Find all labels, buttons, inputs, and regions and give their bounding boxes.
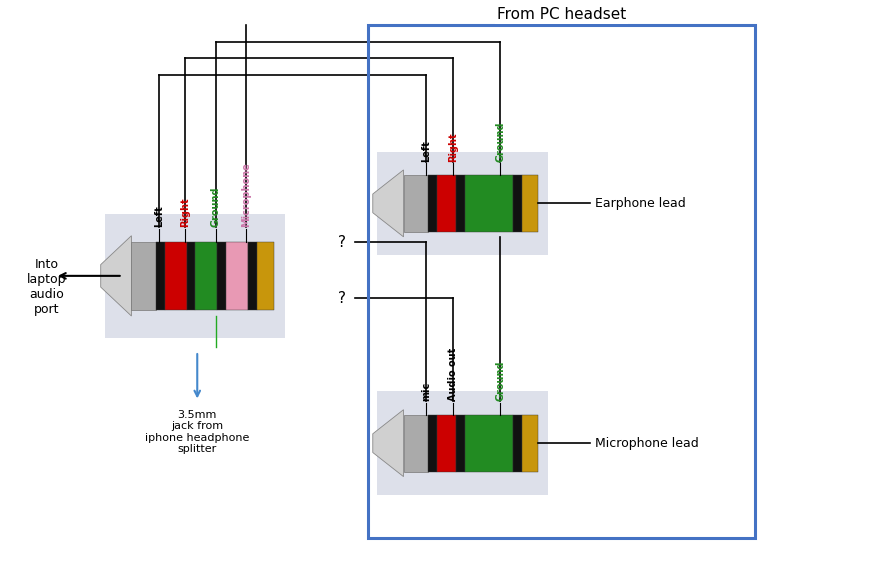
Bar bbox=[196, 242, 217, 310]
Bar bbox=[522, 415, 538, 471]
Text: Right: Right bbox=[180, 198, 190, 227]
Bar bbox=[165, 242, 187, 310]
Bar bbox=[369, 25, 755, 538]
Text: From PC headset: From PC headset bbox=[497, 7, 626, 22]
Bar bbox=[456, 175, 465, 232]
Bar bbox=[226, 242, 248, 310]
Bar bbox=[465, 415, 513, 471]
Bar bbox=[403, 415, 428, 471]
Bar bbox=[257, 242, 275, 310]
Polygon shape bbox=[101, 236, 131, 316]
Text: Into
laptop
audio
port: Into laptop audio port bbox=[27, 258, 66, 316]
Text: Right: Right bbox=[447, 132, 458, 161]
Bar bbox=[437, 415, 456, 471]
Bar bbox=[131, 242, 156, 310]
Bar bbox=[187, 242, 196, 310]
Bar bbox=[156, 242, 165, 310]
Bar bbox=[377, 391, 548, 495]
Bar bbox=[428, 415, 437, 471]
Bar bbox=[248, 242, 257, 310]
Bar bbox=[105, 214, 285, 338]
Text: 3.5mm
jack from
iphone headphone
splitter: 3.5mm jack from iphone headphone splitte… bbox=[145, 410, 250, 454]
Bar bbox=[437, 175, 456, 232]
Text: Left: Left bbox=[422, 140, 431, 161]
Text: Ground: Ground bbox=[495, 361, 505, 401]
Bar bbox=[428, 175, 437, 232]
Bar bbox=[403, 175, 428, 232]
Text: Left: Left bbox=[153, 206, 164, 227]
Polygon shape bbox=[373, 410, 403, 477]
Bar bbox=[522, 175, 538, 232]
Bar bbox=[456, 415, 465, 471]
Bar bbox=[377, 152, 548, 255]
Text: ?: ? bbox=[338, 291, 346, 306]
Text: ?: ? bbox=[338, 235, 346, 250]
Text: Audio out: Audio out bbox=[447, 348, 458, 401]
Bar bbox=[465, 175, 513, 232]
Text: Ground: Ground bbox=[211, 187, 221, 227]
Bar bbox=[513, 415, 522, 471]
Text: Microphone lead: Microphone lead bbox=[595, 437, 698, 450]
Bar bbox=[513, 175, 522, 232]
Text: mic: mic bbox=[422, 382, 431, 401]
Polygon shape bbox=[373, 170, 403, 237]
Text: Microphone: Microphone bbox=[241, 162, 252, 227]
Text: Ground: Ground bbox=[495, 121, 505, 161]
Text: Earphone lead: Earphone lead bbox=[595, 197, 686, 210]
Bar bbox=[217, 242, 226, 310]
